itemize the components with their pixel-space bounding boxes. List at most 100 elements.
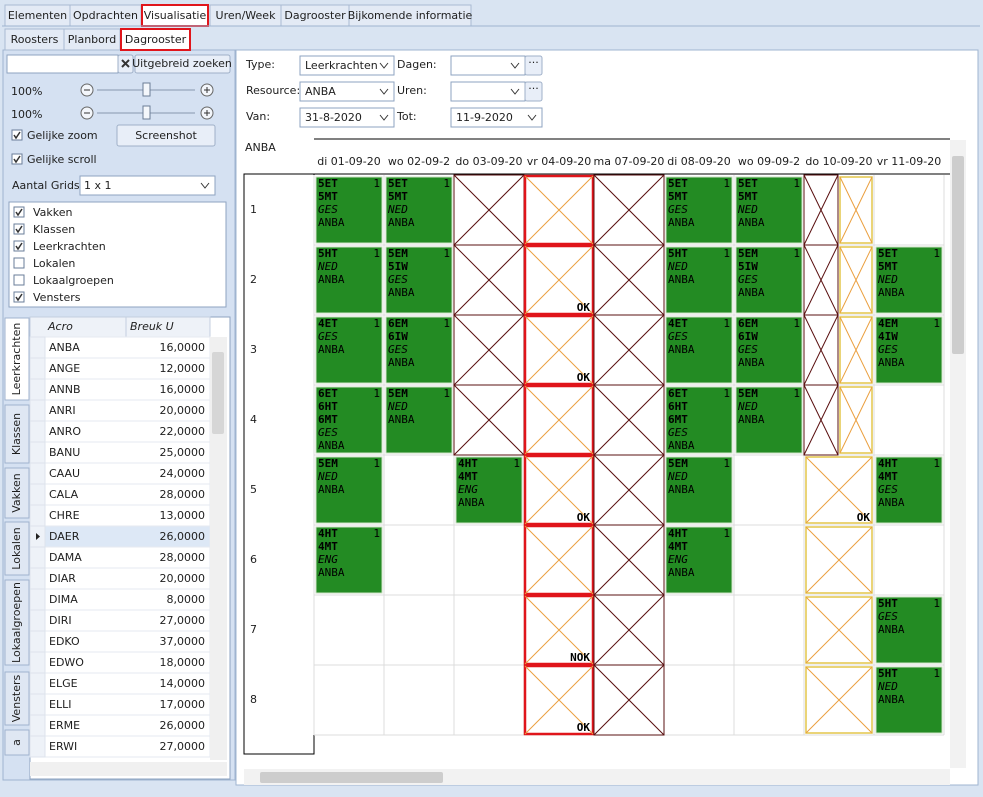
lesson[interactable] [665,526,733,594]
lesson[interactable] [735,176,803,244]
lesson-class: 4MT [668,540,688,553]
check-mark [15,225,23,234]
lesson-count: 1 [373,247,380,260]
ellipsis-button[interactable] [524,55,543,76]
form-resource[interactable] [299,81,395,102]
form-tot[interactable] [450,107,543,128]
lesson[interactable] [385,246,453,314]
form-dagen[interactable] [450,55,526,76]
side-tab[interactable] [4,729,30,756]
hour-label: 4 [250,413,257,426]
lesson-count: 1 [933,667,940,680]
lesson[interactable] [315,386,383,454]
lesson[interactable] [735,246,803,314]
lesson[interactable] [385,176,453,244]
slider-thumb[interactable] [142,105,151,120]
row-selector [29,441,46,464]
cell [803,314,873,386]
ellipsis-button[interactable] [524,81,543,102]
cross [803,244,839,316]
cross [524,525,594,595]
form-type[interactable] [299,55,395,76]
option-checkbox[interactable] [11,153,23,165]
lesson[interactable] [315,246,383,314]
lesson[interactable] [875,316,943,384]
grids-combo[interactable] [79,175,216,196]
cross [593,174,665,246]
lesson[interactable] [875,596,943,664]
grid-cell: DIRI [49,614,72,627]
lesson[interactable] [315,526,383,594]
screenshot-button[interactable] [116,124,216,147]
lesson[interactable] [455,456,523,524]
lesson[interactable] [665,246,733,314]
vthumb[interactable] [952,156,964,354]
grid-vscroll[interactable] [210,337,227,760]
side-tab[interactable] [4,467,30,519]
combo-arrow [527,114,537,121]
lesson[interactable] [315,316,383,384]
lesson[interactable] [665,176,733,244]
layer-label: Leerkrachten [33,240,106,253]
grid-cell: 18,0000 [160,656,206,669]
ellipsis: ··· [528,82,539,95]
lesson[interactable] [875,246,943,314]
form-uren[interactable] [450,81,526,102]
form-label: Tot: [396,110,417,123]
option-checkbox[interactable] [11,129,23,141]
hour-label: 2 [250,273,257,286]
slider-thumb[interactable] [142,82,151,97]
lesson[interactable] [735,316,803,384]
lesson-class: 5MT [878,260,898,273]
layer-checkbox[interactable] [13,240,25,252]
cross [524,455,594,525]
lesson[interactable] [875,666,943,734]
lesson[interactable] [665,316,733,384]
lesson-subject: ENG [318,553,338,566]
sub-tab[interactable] [120,28,191,51]
main-tab-label: Uren/Week [216,9,277,22]
form-van[interactable] [299,107,395,128]
side-tab[interactable] [4,521,30,576]
grid-hscroll[interactable] [30,762,227,776]
grid-vthumb[interactable] [212,352,224,434]
hour-label: 1 [250,203,257,216]
side-tab[interactable] [4,404,30,464]
lesson[interactable] [665,386,733,454]
grid-cell: 22,0000 [160,425,206,438]
lesson[interactable] [875,456,943,524]
cross [524,175,594,245]
search-button[interactable] [134,54,231,74]
layer-checkbox[interactable] [13,257,25,269]
lesson-teacher: ANBA [388,286,415,299]
lesson[interactable] [315,176,383,244]
grid-cell: 12,0000 [160,362,206,375]
layer-checkbox[interactable] [13,291,25,303]
layer-checkbox[interactable] [13,274,25,286]
search-input[interactable] [6,54,119,74]
lesson[interactable] [385,386,453,454]
cross [593,664,665,736]
side-tab[interactable] [4,317,30,401]
lesson[interactable] [735,386,803,454]
cell [453,384,525,456]
layer-label: Lokaalgroepen [33,274,114,287]
lesson-teacher: ANBA [668,273,695,286]
side-tab[interactable] [4,671,30,726]
day-header: vr 04-09-20 [527,155,591,168]
cell [593,524,665,596]
layer-checkbox[interactable] [13,206,25,218]
lesson[interactable] [315,456,383,524]
cross [524,595,594,665]
side-tab[interactable] [4,579,30,666]
lesson-subject: GES [388,273,408,286]
layer-checkbox[interactable] [13,223,25,235]
lesson[interactable] [665,456,733,524]
hthumb[interactable] [260,772,443,783]
lesson[interactable] [385,316,453,384]
lesson-class: 5IW [738,260,758,273]
